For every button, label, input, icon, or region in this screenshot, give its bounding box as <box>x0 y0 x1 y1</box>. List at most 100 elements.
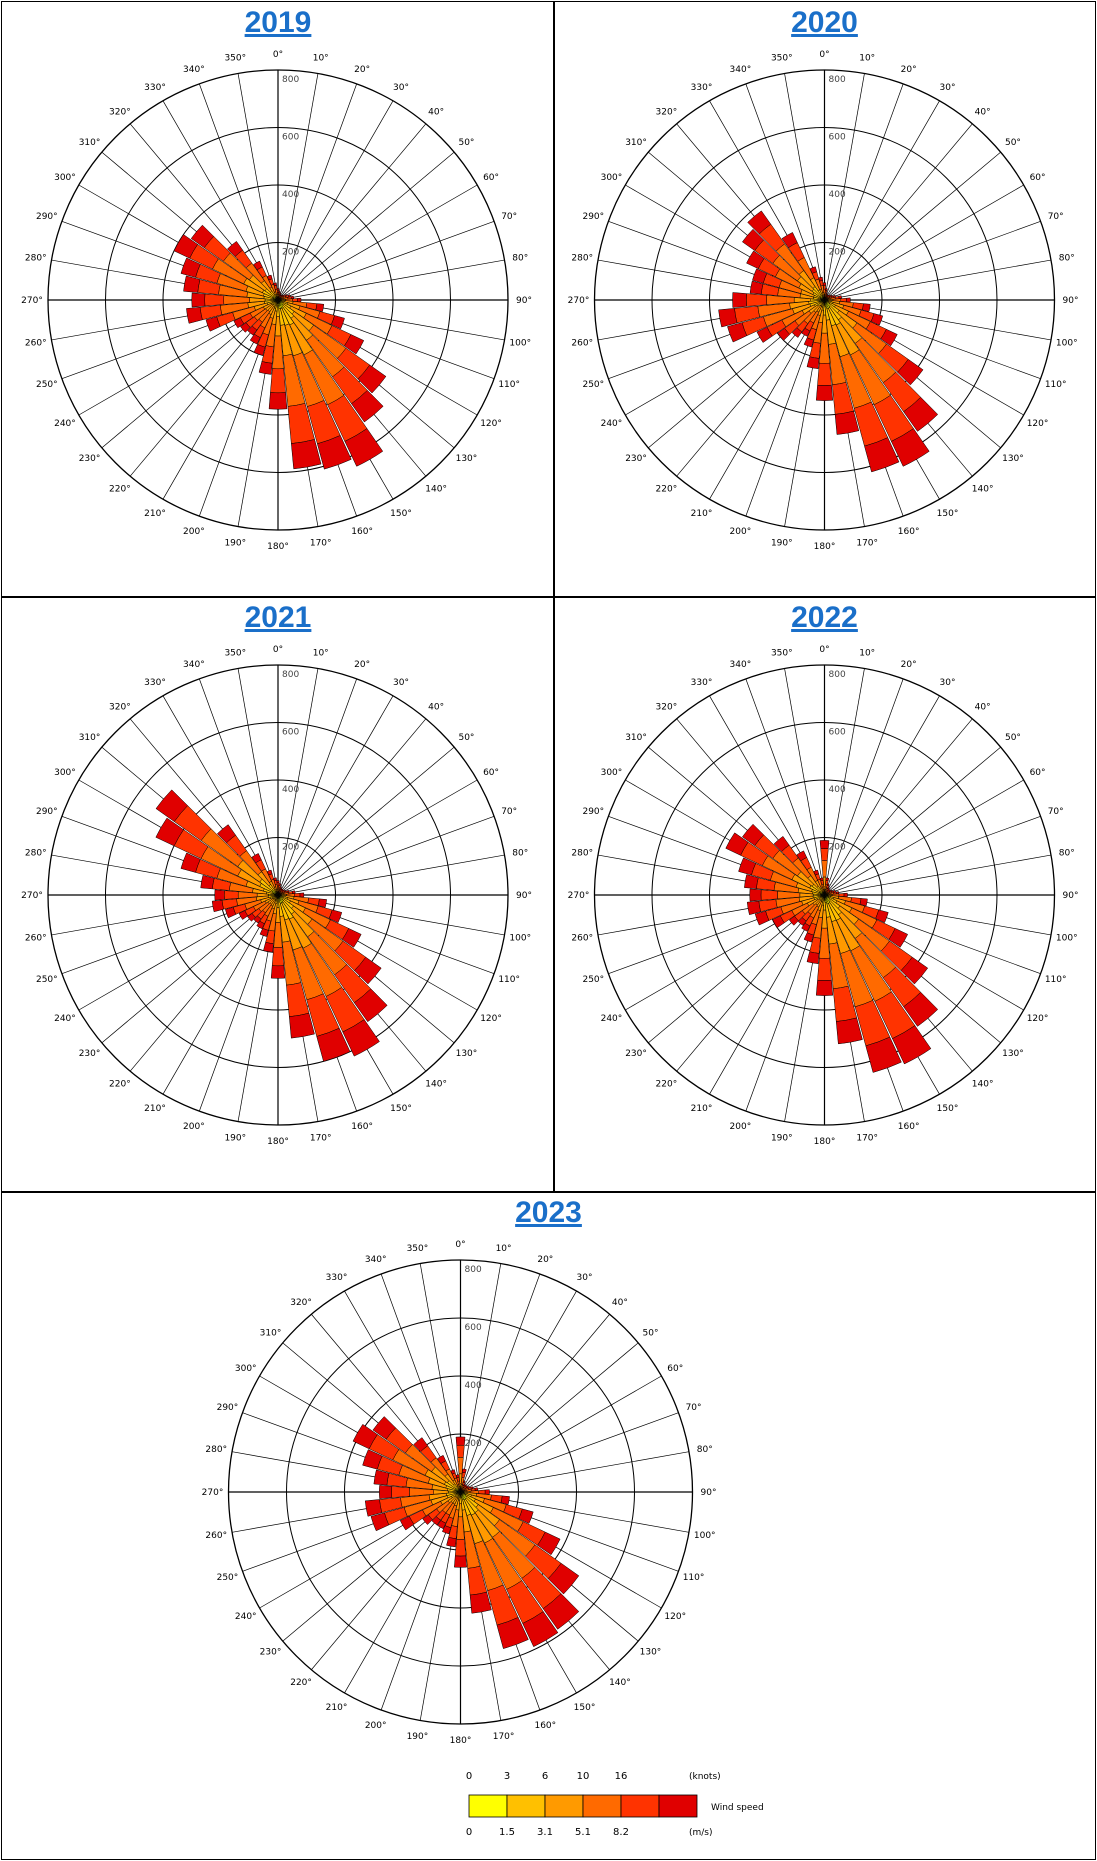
angle-label: 10° <box>496 1244 512 1254</box>
angle-label: 270° <box>21 296 43 306</box>
angle-label: 0° <box>273 645 283 655</box>
wind-bar-segment <box>801 327 811 337</box>
wind-speed-legend: 0 3 6 10 16 (knots) Wind speed 0 1.5 3.1 5.1 8.2 (… <box>466 1771 764 1838</box>
angle-label: 320° <box>290 1298 312 1308</box>
grid-spoke <box>277 695 394 896</box>
wind-bar-segment <box>253 260 263 271</box>
angle-label: 210° <box>144 1104 166 1114</box>
wind-bar-segment <box>803 932 814 943</box>
angle-label: 290° <box>36 807 58 817</box>
angle-label: 250° <box>582 380 604 390</box>
angle-label: 250° <box>582 975 604 985</box>
angle-label: 320° <box>109 108 131 118</box>
radial-tick-label: 400 <box>282 190 299 200</box>
wind-bar-segment <box>822 282 827 286</box>
angle-label: 210° <box>691 509 713 519</box>
wind-bar-segment <box>819 840 830 849</box>
angle-label: 20° <box>537 1255 553 1265</box>
wind-bar-segment <box>263 941 274 953</box>
wind-bar-segment <box>522 1611 559 1648</box>
angle-label: 50° <box>458 733 474 743</box>
grid-spoke <box>277 779 478 896</box>
wind-bar-segment <box>801 922 811 932</box>
angle-label: 0° <box>819 50 829 60</box>
legend-swatch <box>582 1794 622 1818</box>
radial-tick-label: 600 <box>282 133 299 143</box>
wind-rose-2020: 200 400 600 800 0° 10° 20° 30° 40° 50° 60° 70° 80° 90… <box>568 50 1079 552</box>
wind-bar-segment <box>496 1617 529 1649</box>
grid-spoke <box>199 678 279 896</box>
grid-spoke <box>824 718 973 896</box>
angle-label: 280° <box>25 253 47 263</box>
grid-spoke <box>824 259 1052 301</box>
angle-label: 230° <box>625 1049 647 1059</box>
wind-bar-segment <box>251 853 262 864</box>
chart-title-2021: 2021 <box>244 601 312 634</box>
legend-ms-tick: 3.1 <box>537 1827 553 1838</box>
wind-bar-segment <box>316 1027 351 1062</box>
wind-bar-segment <box>865 1036 902 1073</box>
wind-bar-segment <box>278 883 282 886</box>
wind-bar-segment <box>200 874 215 890</box>
grid-spoke <box>460 1314 610 1493</box>
angle-label: 180° <box>450 1736 472 1746</box>
angle-label: 310° <box>260 1329 282 1339</box>
wind-bar-segment <box>186 306 203 324</box>
angle-label: 340° <box>730 65 752 75</box>
wind-bar-segment <box>542 1593 580 1630</box>
angle-label: 320° <box>656 108 678 118</box>
angle-label: 290° <box>582 807 604 817</box>
legend-ms-unit: (m/s) <box>689 1828 713 1838</box>
wind-bar-segment <box>821 860 828 878</box>
angle-label: 260° <box>205 1531 227 1541</box>
wind-bar-segment <box>897 358 924 386</box>
angle-label: 150° <box>937 509 959 519</box>
angle-label: 70° <box>1048 807 1064 817</box>
wind-bar-segment <box>180 257 201 278</box>
wind-bar-segment <box>747 210 772 235</box>
grid-spoke <box>277 221 495 301</box>
wind-bar-segment <box>749 280 764 295</box>
wind-bar-segment <box>431 1516 441 1526</box>
angle-label: 250° <box>36 975 58 985</box>
wind-bar-segment <box>455 1436 466 1446</box>
chart-title-2023: 2023 <box>515 1196 582 1229</box>
wind-rose-2023: 200 400 600 800 0° 10° 20° 30° 40° 50° 60° 70° 80° 90… <box>202 1240 717 1746</box>
wind-bar-segment <box>276 288 280 291</box>
wind-bar-segment <box>732 292 747 308</box>
angle-label: 110° <box>498 975 520 985</box>
wind-bar-segment <box>191 292 206 308</box>
angle-label: 80° <box>697 1445 713 1455</box>
angle-label: 150° <box>390 509 412 519</box>
angle-label: 30° <box>393 83 409 93</box>
angle-label: 300° <box>54 768 76 778</box>
angle-label: 220° <box>109 484 131 494</box>
angle-label: 80° <box>1059 848 1075 858</box>
wind-rose-2019: 200 400 600 800 0° 10° 20° 30° 40° 50° 60° 70° 80° 90… <box>21 50 532 552</box>
wind-bar-segment <box>271 947 285 967</box>
wind-bar-segment <box>454 1555 467 1568</box>
wind-bar-segment <box>155 789 189 822</box>
wind-rose-2022: 200 400 600 800 0° 10° 20° 30° 40° 50° 60° 70° 80° 90… <box>568 645 1079 1147</box>
wind-bar-segment <box>840 297 847 303</box>
angle-label: 50° <box>458 138 474 148</box>
wind-bar-segment <box>291 439 322 470</box>
wind-bar-segment <box>299 892 305 898</box>
angle-label: 350° <box>224 54 246 64</box>
wind-bar-segment <box>781 232 798 249</box>
wind-bar-segment <box>469 1591 492 1614</box>
grid-spoke <box>277 73 319 301</box>
angle-label: 240° <box>54 1014 76 1024</box>
angle-label: 330° <box>144 678 166 688</box>
grid-spoke <box>277 668 319 896</box>
angle-label: 200° <box>730 1122 752 1132</box>
wind-bar-segment <box>238 910 249 920</box>
wind-bar-segment <box>727 322 748 343</box>
wind-bar-segment <box>225 906 237 919</box>
panel-2020: 2020 200 400 600 800 0° 10° 20° 30° 40° 50° 60° 70°… <box>553 1 1096 598</box>
angle-label: 350° <box>407 1244 429 1254</box>
legend-ms-tick: 0 <box>466 1827 472 1838</box>
angle-label: 260° <box>25 339 47 349</box>
angle-label: 240° <box>235 1612 257 1622</box>
angle-label: 90° <box>516 296 532 306</box>
